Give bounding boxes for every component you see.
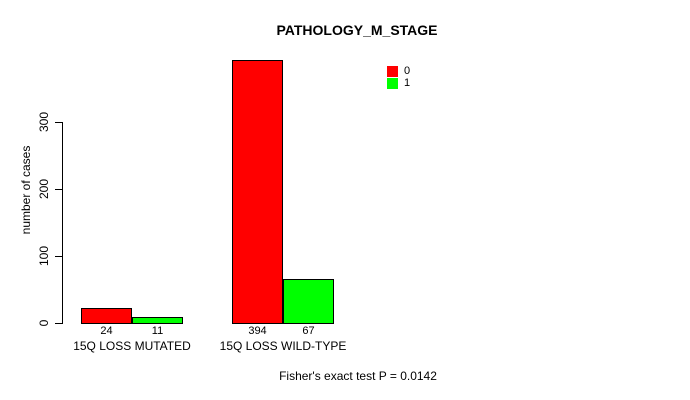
bar-1-15q-loss-mutated — [132, 317, 183, 324]
legend-swatch-icon — [387, 66, 398, 77]
bar-value-label: 11 — [151, 325, 164, 337]
y-tick-label: 100 — [37, 245, 51, 267]
category-label: 15Q LOSS MUTATED — [73, 339, 191, 353]
y-tick-mark — [55, 122, 62, 123]
bar-0-15q-loss-mutated — [81, 308, 132, 324]
legend-label: 1 — [404, 77, 411, 89]
stat-annotation: Fisher's exact test P = 0.0142 — [279, 369, 437, 383]
y-axis-label: number of cases — [19, 145, 33, 235]
legend-row: 0 — [387, 66, 410, 77]
bar-value-label: 67 — [302, 325, 315, 337]
bar-value-label: 394 — [248, 325, 267, 337]
y-tick-mark — [55, 323, 62, 324]
y-tick-label: 200 — [37, 178, 51, 200]
legend-swatch-icon — [387, 78, 398, 89]
y-tick-label: 300 — [37, 111, 51, 133]
y-tick-mark — [55, 189, 62, 190]
y-axis-line — [62, 122, 63, 324]
legend-row: 1 — [387, 78, 410, 89]
chart-title: PATHOLOGY_M_STAGE — [276, 22, 438, 38]
bar-1-15q-loss-wild-type — [283, 279, 334, 324]
bar-value-label: 24 — [100, 325, 113, 337]
y-tick-mark — [55, 256, 62, 257]
category-label: 15Q LOSS WILD-TYPE — [219, 339, 347, 353]
legend-label: 0 — [404, 65, 411, 77]
y-tick-label: 0 — [37, 319, 51, 327]
bar-0-15q-loss-wild-type — [232, 60, 283, 324]
